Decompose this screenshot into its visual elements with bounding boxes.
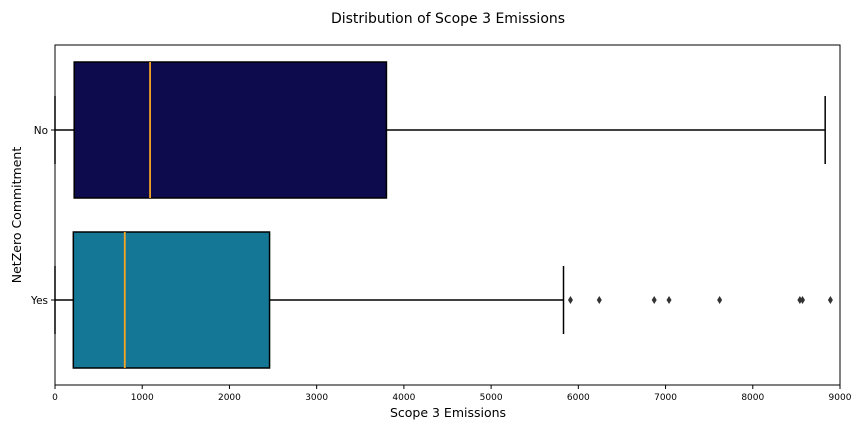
- x-tick-label: 2000: [218, 393, 241, 403]
- outlier-point: [567, 296, 573, 304]
- outlier-point: [827, 296, 833, 304]
- x-tick-label: 6000: [567, 393, 590, 403]
- x-tick-label: 0: [52, 393, 58, 403]
- x-tick-label: 4000: [392, 393, 415, 403]
- plot-area-frame: [54, 44, 841, 386]
- x-tick-label: 9000: [829, 393, 852, 403]
- y-tick-label: Yes: [30, 295, 48, 307]
- outlier-point: [717, 296, 723, 304]
- box-group-yes: [54, 231, 833, 369]
- y-tick-label: No: [34, 125, 48, 137]
- y-axis-label: NetZero Commitment: [9, 147, 24, 284]
- boxes-layer: [54, 61, 833, 369]
- iqr-box: [73, 61, 388, 199]
- x-tick-label: 3000: [305, 393, 328, 403]
- iqr-box: [72, 231, 271, 369]
- x-tick-label: 8000: [741, 393, 764, 403]
- x-tick-label: 1000: [131, 393, 154, 403]
- outlier-point: [797, 296, 803, 304]
- outlier-point: [799, 296, 805, 304]
- x-axis-label: Scope 3 Emissions: [390, 405, 506, 420]
- x-tick-label: 7000: [654, 393, 677, 403]
- x-axis-ticks: 0 1000 2000 3000 4000 5000 6000 7000 8000 9000: [52, 385, 852, 403]
- outlier-point: [596, 296, 602, 304]
- x-tick-label: 5000: [480, 393, 503, 403]
- outlier-point: [666, 296, 672, 304]
- box-group-no: [54, 61, 826, 199]
- outlier-point: [651, 296, 657, 304]
- chart-title: Distribution of Scope 3 Emissions: [331, 11, 565, 27]
- y-axis-ticks: No Yes: [30, 125, 55, 307]
